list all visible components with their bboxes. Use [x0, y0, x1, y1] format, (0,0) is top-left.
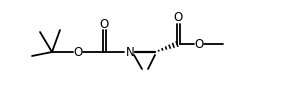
Text: O: O: [100, 17, 109, 30]
Text: N: N: [126, 46, 134, 59]
Text: O: O: [174, 10, 183, 24]
Text: O: O: [73, 46, 83, 59]
Text: O: O: [194, 38, 204, 50]
